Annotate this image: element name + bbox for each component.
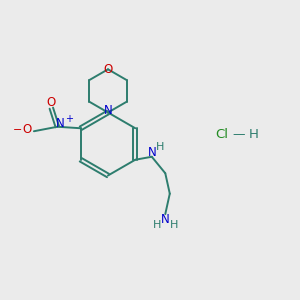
Text: H: H <box>249 128 258 142</box>
Text: +: + <box>65 114 73 124</box>
Text: O: O <box>23 123 32 136</box>
Text: N: N <box>147 146 156 159</box>
Text: H: H <box>169 220 178 230</box>
Text: O: O <box>47 96 56 109</box>
Text: H: H <box>156 142 164 152</box>
Text: —: — <box>232 128 245 142</box>
Text: N: N <box>56 117 65 130</box>
Text: Cl: Cl <box>215 128 229 142</box>
Text: N: N <box>104 104 113 118</box>
Text: O: O <box>103 63 112 76</box>
Text: −: − <box>13 125 22 135</box>
Text: H: H <box>153 220 161 230</box>
Text: N: N <box>161 213 170 226</box>
